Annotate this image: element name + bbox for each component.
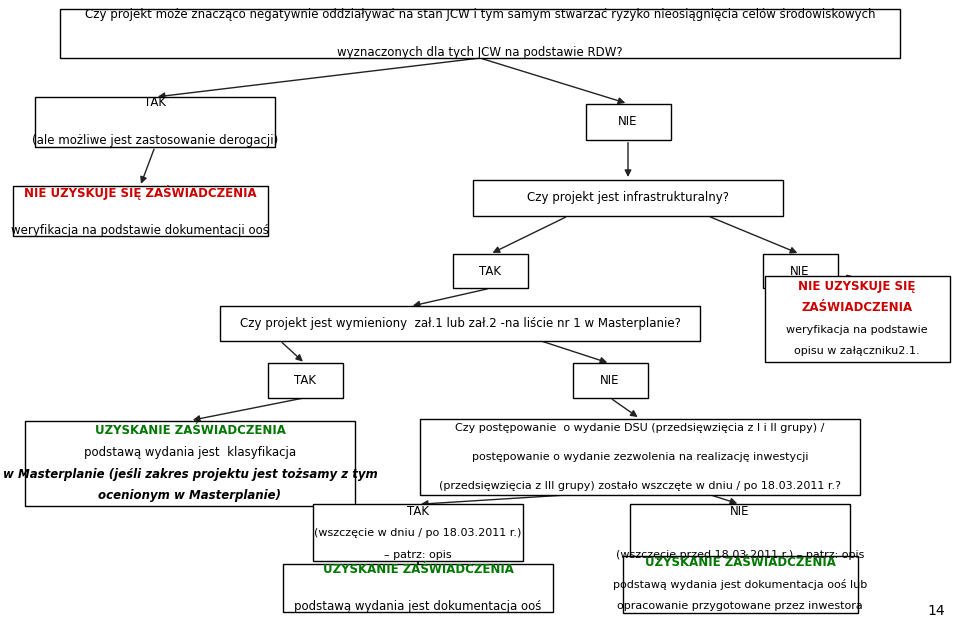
FancyBboxPatch shape: [572, 364, 647, 398]
FancyBboxPatch shape: [283, 564, 553, 612]
FancyBboxPatch shape: [452, 254, 527, 288]
FancyBboxPatch shape: [60, 9, 900, 58]
FancyBboxPatch shape: [35, 97, 275, 146]
Text: (wszczęcie w dniu / po 18.03.2011 r.): (wszczęcie w dniu / po 18.03.2011 r.): [314, 528, 521, 538]
FancyBboxPatch shape: [420, 419, 860, 495]
Text: (ale możliwe jest zastosowanie derogacji): (ale możliwe jest zastosowanie derogacji…: [32, 134, 278, 147]
Text: ZAŚWIADCZENIA: ZAŚWIADCZENIA: [802, 301, 913, 315]
FancyBboxPatch shape: [630, 504, 850, 561]
Text: NIE: NIE: [731, 505, 750, 517]
Text: podstawą wydania jest dokumentacja ooś lub: podstawą wydania jest dokumentacja ooś l…: [612, 579, 867, 590]
Text: NIE UZYSKUJE SIĘ: NIE UZYSKUJE SIĘ: [799, 279, 916, 293]
Text: TAK: TAK: [479, 264, 501, 278]
Text: TAK: TAK: [294, 374, 316, 387]
Text: wyznaczonych dla tych JCW na podstawie RDW?: wyznaczonych dla tych JCW na podstawie R…: [337, 46, 623, 58]
Text: weryfikacja na podstawie dokumentacji ooś: weryfikacja na podstawie dokumentacji oo…: [12, 224, 269, 237]
Text: (przedsięwzięcia z III grupy) zostało wszczęte w dniu / po 18.03.2011 r.?: (przedsięwzięcia z III grupy) zostało ws…: [439, 480, 841, 490]
Text: 14: 14: [927, 605, 945, 619]
Text: postępowanie o wydanie zezwolenia na realizację inwestycji: postępowanie o wydanie zezwolenia na rea…: [471, 452, 808, 462]
Text: NIE: NIE: [600, 374, 620, 387]
Text: NIE: NIE: [618, 116, 637, 128]
Text: (wszczęcie przed 18.03.2011 r.) – patrz: opis: (wszczęcie przed 18.03.2011 r.) – patrz:…: [615, 550, 864, 560]
FancyBboxPatch shape: [220, 306, 700, 340]
FancyBboxPatch shape: [764, 276, 949, 362]
Text: TAK: TAK: [144, 97, 166, 109]
FancyBboxPatch shape: [586, 104, 670, 140]
Text: weryfikacja na podstawie: weryfikacja na podstawie: [786, 325, 927, 335]
FancyBboxPatch shape: [268, 364, 343, 398]
Text: Czy projekt może znacząco negatywnie oddziaływać na stan JCW i tym samym stwarza: Czy projekt może znacząco negatywnie odd…: [84, 8, 876, 21]
Text: UZYSKANIE ZAŚWIADCZENIA: UZYSKANIE ZAŚWIADCZENIA: [95, 425, 285, 437]
FancyBboxPatch shape: [12, 187, 268, 236]
FancyBboxPatch shape: [622, 556, 857, 613]
Text: Czy projekt jest infrastrukturalny?: Czy projekt jest infrastrukturalny?: [527, 192, 729, 205]
Text: UZYSKANIE ZAŚWIADCZENIA: UZYSKANIE ZAŚWIADCZENIA: [323, 563, 514, 577]
Text: Czy postępowanie  o wydanie DSU (przedsięwzięcia z I i II grupy) /: Czy postępowanie o wydanie DSU (przedsię…: [455, 423, 825, 433]
FancyBboxPatch shape: [762, 254, 837, 288]
FancyBboxPatch shape: [473, 180, 783, 216]
Text: UZYSKANIE ZAŚWIADCZENIA: UZYSKANIE ZAŚWIADCZENIA: [644, 556, 835, 569]
Text: podstawą wydania jest  klasyfikacja: podstawą wydania jest klasyfikacja: [84, 446, 296, 459]
Text: Czy projekt jest wymieniony  zał.1 lub zał.2 -na liście nr 1 w Masterplanie?: Czy projekt jest wymieniony zał.1 lub za…: [240, 317, 681, 330]
Text: opisu w załączniku2.1.: opisu w załączniku2.1.: [794, 346, 920, 356]
Text: ocenionym w Masterplanie): ocenionym w Masterplanie): [99, 489, 281, 502]
Text: TAK: TAK: [407, 505, 429, 517]
Text: opracowanie przygotowane przez inwestora: opracowanie przygotowane przez inwestora: [617, 601, 863, 611]
Text: – patrz: opis: – patrz: opis: [384, 550, 452, 560]
FancyBboxPatch shape: [313, 504, 523, 561]
Text: podstawą wydania jest dokumentacja ooś: podstawą wydania jest dokumentacja ooś: [295, 600, 541, 613]
Text: NIE: NIE: [790, 264, 809, 278]
FancyBboxPatch shape: [25, 421, 355, 506]
Text: NIE UZYSKUJE SIĘ ZAŚWIADCZENIA: NIE UZYSKUJE SIĘ ZAŚWIADCZENIA: [24, 185, 256, 200]
Text: w Masterplanie (jeśli zakres projektu jest tożsamy z tym: w Masterplanie (jeśli zakres projektu je…: [3, 468, 377, 481]
